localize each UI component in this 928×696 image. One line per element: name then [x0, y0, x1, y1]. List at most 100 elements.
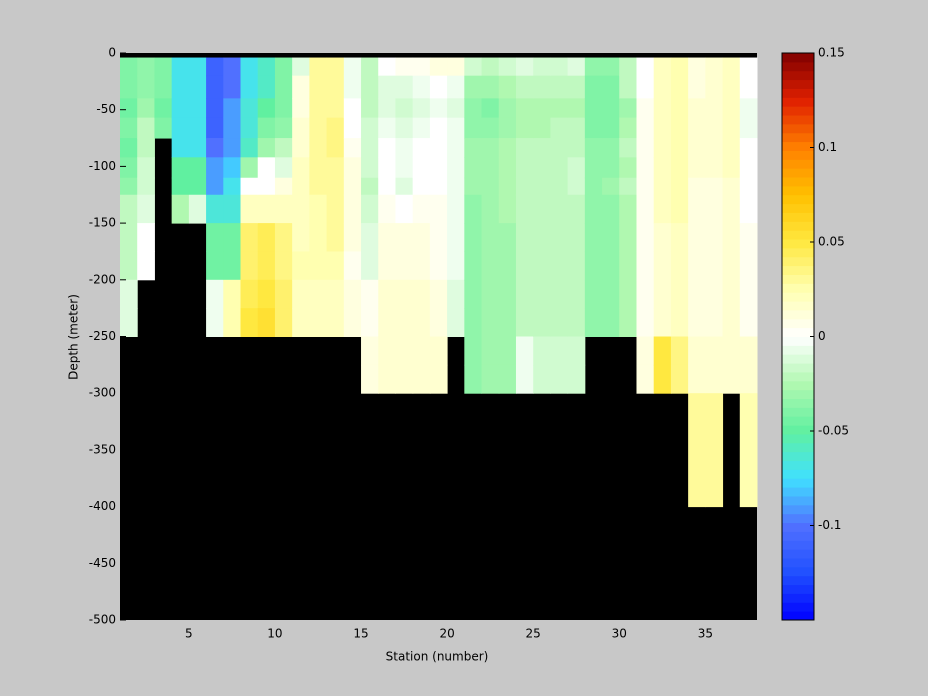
heat-cell	[602, 194, 620, 224]
heat-cell	[481, 364, 500, 394]
y-tick-label: -50	[96, 102, 116, 116]
heat-cell	[515, 336, 534, 366]
heat-cell	[309, 279, 328, 309]
heat-cell	[498, 194, 517, 224]
heat-cell	[464, 223, 483, 252]
heat-cell	[636, 177, 655, 196]
heat-cell	[223, 251, 242, 281]
heat-cell	[274, 98, 293, 119]
heat-cell	[498, 117, 517, 139]
heat-cell	[188, 157, 207, 179]
heat-cell	[395, 177, 414, 196]
colorbar-segment	[782, 132, 814, 143]
heat-cell	[378, 251, 396, 281]
heat-cell	[326, 177, 345, 196]
heat-cell	[223, 98, 242, 119]
heat-cell	[429, 98, 448, 119]
colorbar-segment	[782, 185, 814, 196]
heat-cell	[722, 57, 741, 77]
heat-cell	[464, 57, 483, 77]
heat-cell	[343, 75, 362, 99]
heat-cell	[705, 57, 724, 77]
colorbar-segment	[782, 212, 814, 222]
heat-cell	[292, 98, 310, 119]
heat-cell	[274, 57, 293, 77]
heat-cell	[567, 98, 586, 119]
heat-cell	[292, 279, 310, 309]
heat-cell	[343, 194, 362, 224]
heat-cell	[670, 223, 689, 252]
heat-cell	[206, 138, 224, 158]
heat-cell	[223, 194, 242, 224]
heat-cell	[378, 223, 396, 252]
heat-cell	[533, 336, 551, 366]
heat-cell	[361, 98, 379, 119]
colorbar-segment	[782, 611, 814, 621]
heat-cell	[498, 364, 517, 394]
heat-cell	[447, 157, 465, 179]
x-tick-label: 5	[185, 627, 193, 641]
heat-cell	[171, 157, 190, 179]
heat-cell	[240, 223, 259, 252]
heat-cell	[257, 157, 276, 179]
heat-cell	[653, 251, 672, 281]
colorbar-segment	[782, 593, 814, 603]
y-tick-label: -250	[89, 329, 116, 343]
heat-cell	[274, 279, 293, 309]
heat-cell	[688, 308, 706, 337]
heat-cell	[533, 194, 551, 224]
y-tick-label: -300	[89, 386, 116, 400]
heat-cell	[240, 75, 259, 99]
heat-cell	[670, 75, 689, 99]
heat-cell	[567, 336, 586, 366]
heat-cell	[464, 308, 483, 337]
heat-cell	[688, 138, 706, 158]
colorbar-segment	[782, 504, 814, 515]
heat-cell	[395, 57, 414, 77]
heat-cell	[361, 279, 379, 309]
heat-cell	[705, 336, 724, 366]
y-tick-label: 0	[108, 46, 116, 60]
heat-cell	[515, 364, 534, 394]
heat-cell	[412, 364, 431, 394]
heat-cell	[739, 157, 758, 179]
heat-cell	[274, 308, 293, 337]
heat-cell	[481, 138, 500, 158]
heat-cell	[722, 279, 741, 309]
heat-cell	[584, 138, 603, 158]
heat-cell	[361, 177, 379, 196]
heat-cell	[171, 194, 190, 224]
heat-cell	[412, 223, 431, 252]
heat-cell	[395, 117, 414, 139]
colorbar-tick-label: 0.15	[818, 46, 845, 60]
heat-cell	[395, 308, 414, 337]
heat-cell	[137, 117, 155, 139]
heat-cell	[515, 279, 534, 309]
heat-cell	[412, 117, 431, 139]
heat-cell	[567, 177, 586, 196]
heat-cell	[653, 138, 672, 158]
heat-cell	[120, 157, 138, 179]
heat-cell	[188, 117, 207, 139]
heat-cell	[670, 364, 689, 394]
heat-cell	[670, 279, 689, 309]
heat-cell	[670, 177, 689, 196]
heat-cell	[481, 336, 500, 366]
heat-cell	[206, 279, 224, 309]
heat-cell	[739, 194, 758, 224]
heat-cell	[447, 279, 465, 309]
heat-cell	[567, 251, 586, 281]
heat-cell	[602, 223, 620, 252]
heat-cell	[636, 223, 655, 252]
heat-cell	[619, 308, 637, 337]
heat-cell	[429, 157, 448, 179]
heat-cell	[739, 98, 758, 119]
colorbar-segment	[782, 53, 814, 63]
heat-cell	[326, 194, 345, 224]
colorbar-segment	[782, 549, 814, 559]
heat-cell	[378, 57, 396, 77]
heat-cell	[206, 308, 224, 337]
heat-cell	[120, 279, 138, 309]
colorbar-segment	[782, 327, 814, 337]
heat-cell	[619, 98, 637, 119]
